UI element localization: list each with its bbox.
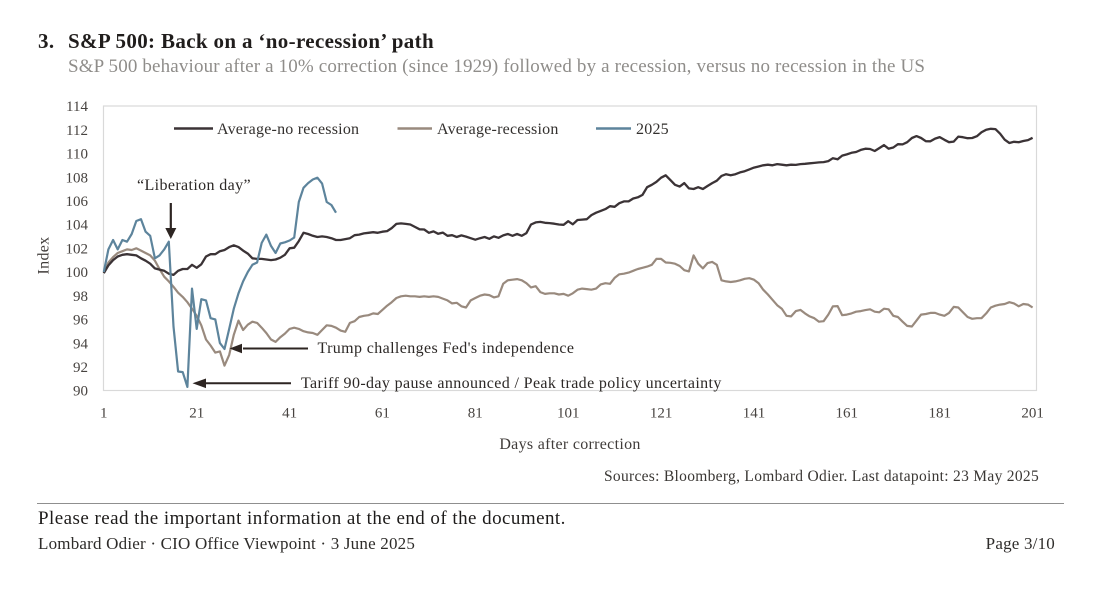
svg-text:Days after correction: Days after correction — [499, 436, 640, 453]
svg-text:Average-no recession: Average-no recession — [217, 121, 359, 138]
svg-text:61: 61 — [375, 406, 390, 422]
svg-text:106: 106 — [66, 194, 89, 210]
svg-text:90: 90 — [73, 384, 88, 400]
svg-text:121: 121 — [650, 406, 673, 422]
svg-text:101: 101 — [557, 406, 580, 422]
svg-text:92: 92 — [73, 360, 88, 376]
svg-text:112: 112 — [66, 123, 88, 139]
svg-text:Trump challenges Fed's indepen: Trump challenges Fed's independence — [318, 340, 575, 357]
svg-text:81: 81 — [468, 406, 483, 422]
svg-text:141: 141 — [743, 406, 766, 422]
svg-text:Sources: Bloomberg, Lombard Od: Sources: Bloomberg, Lombard Odier. Last … — [604, 468, 1039, 485]
svg-text:110: 110 — [66, 147, 88, 163]
svg-text:94: 94 — [73, 336, 89, 352]
svg-text:104: 104 — [66, 218, 89, 234]
svg-text:1: 1 — [100, 406, 108, 422]
svg-text:108: 108 — [66, 170, 89, 186]
svg-text:Index: Index — [36, 237, 53, 275]
svg-text:181: 181 — [928, 406, 951, 422]
svg-text:2025: 2025 — [636, 121, 669, 138]
svg-text:114: 114 — [66, 99, 88, 115]
svg-text:100: 100 — [66, 265, 89, 281]
svg-text:41: 41 — [282, 406, 297, 422]
svg-text:98: 98 — [73, 289, 88, 305]
svg-text:Average-recession: Average-recession — [437, 121, 559, 138]
svg-text:“Liberation day”: “Liberation day” — [137, 177, 251, 194]
svg-text:201: 201 — [1021, 406, 1044, 422]
svg-text:161: 161 — [836, 406, 859, 422]
svg-text:21: 21 — [189, 406, 204, 422]
svg-text:96: 96 — [73, 313, 89, 329]
svg-text:102: 102 — [66, 242, 89, 258]
svg-text:Tariff 90-day pause announced: Tariff 90-day pause announced / Peak tra… — [301, 375, 722, 392]
